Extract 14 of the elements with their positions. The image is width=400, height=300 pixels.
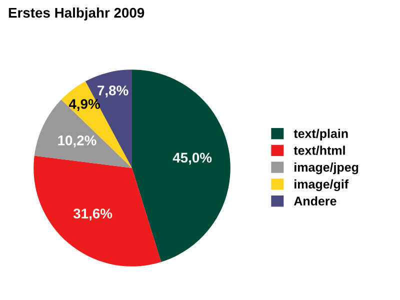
chart-title: Erstes Halbjahr 2009 <box>8 8 144 20</box>
pie-slice <box>132 70 230 262</box>
legend-label: Andere <box>294 196 336 206</box>
data-label: 31,6% <box>73 208 112 220</box>
data-label: 7,8% <box>98 86 128 98</box>
data-label: 45,0% <box>172 152 212 165</box>
legend-label: image/jpeg <box>294 162 358 174</box>
pie-slice <box>34 100 132 168</box>
data-label: 4,9% <box>68 99 100 111</box>
data-label: 10,2% <box>58 136 96 148</box>
legend-label: text/html <box>294 146 345 155</box>
legend-label: text/plain <box>294 128 348 140</box>
legend-label: image/gif <box>294 179 349 192</box>
pie-slice <box>34 156 162 266</box>
